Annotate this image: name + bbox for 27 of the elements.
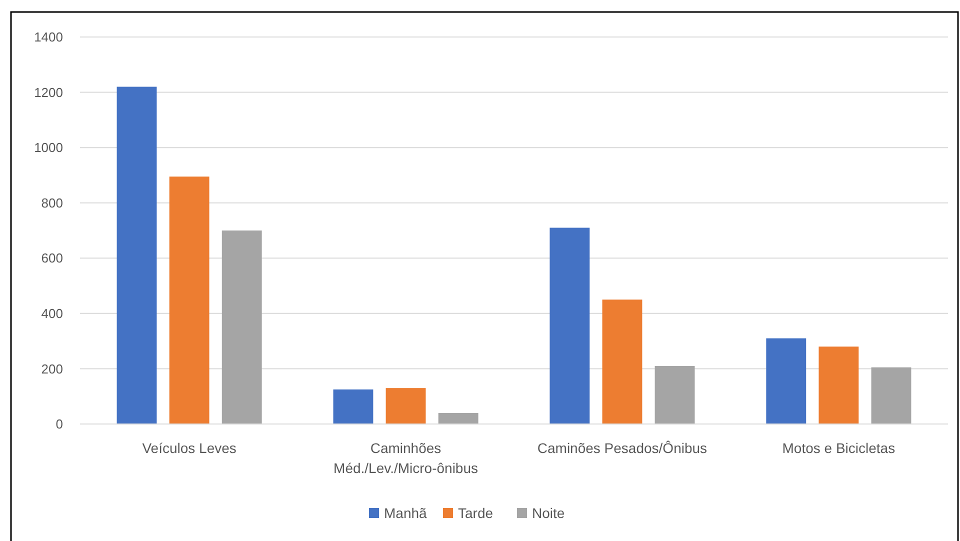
y-tick-label: 400	[41, 306, 63, 321]
bar	[386, 388, 426, 424]
x-tick-label: Caminões Pesados/Ônibus	[537, 440, 708, 456]
y-tick-label: 600	[41, 250, 63, 266]
bar	[116, 86, 157, 424]
legend-label: Noite	[532, 504, 565, 521]
legend-label: Manhã	[384, 504, 428, 521]
bar	[766, 338, 806, 424]
x-tick-label: Veículos Leves	[142, 440, 236, 456]
y-tick-label: 800	[41, 195, 63, 210]
y-tick-label: 0	[56, 416, 63, 432]
x-tick-label: Caminhões Méd./Lev./Micro-ônibus	[334, 440, 478, 476]
bar	[818, 346, 859, 424]
bar	[871, 367, 912, 424]
bar	[550, 228, 590, 424]
y-tick-label: 1400	[34, 30, 63, 45]
bar	[654, 366, 695, 424]
y-tick-label: 1200	[34, 84, 63, 100]
y-tick-label: 1000	[34, 140, 63, 156]
y-tick-label: 200	[41, 361, 63, 376]
bar	[602, 300, 642, 424]
bar	[169, 176, 210, 424]
x-tick-label: Motos e Bicicletas	[782, 440, 896, 456]
legend-label: Tarde	[458, 504, 494, 521]
bar	[438, 412, 478, 424]
bar	[333, 389, 374, 424]
bar	[222, 230, 262, 424]
